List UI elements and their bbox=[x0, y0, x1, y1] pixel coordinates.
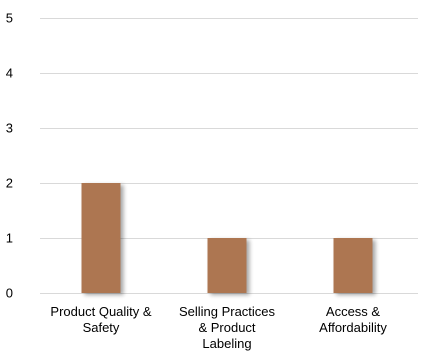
y-axis-ticks: 0 1 2 3 4 5 bbox=[6, 11, 13, 301]
x-axis-labels: Product Quality & Safety Selling Practices… bbox=[50, 304, 387, 351]
x-category-label-line: Product Quality & bbox=[50, 304, 151, 319]
x-category-label: Selling Practices & Product Labeling bbox=[179, 304, 276, 351]
x-category-label-line: Access & bbox=[326, 304, 381, 319]
bar bbox=[333, 238, 373, 293]
bar bbox=[81, 183, 121, 293]
y-tick-label: 1 bbox=[6, 231, 13, 246]
bars bbox=[81, 183, 373, 293]
y-tick-label: 0 bbox=[6, 286, 13, 301]
y-tick-label: 4 bbox=[6, 66, 13, 81]
x-category-label-line: Affordability bbox=[319, 320, 387, 335]
x-category-label-line: Safety bbox=[83, 320, 120, 335]
x-category-label: Product Quality & Safety bbox=[50, 304, 151, 335]
y-tick-label: 2 bbox=[6, 176, 13, 191]
bar bbox=[207, 238, 247, 293]
x-category-label-line: & Product bbox=[198, 320, 255, 335]
x-category-label-line: Selling Practices bbox=[179, 304, 276, 319]
x-category-label-line: Labeling bbox=[202, 336, 251, 351]
x-category-label: Access & Affordability bbox=[319, 304, 387, 335]
y-tick-label: 3 bbox=[6, 121, 13, 136]
y-tick-label: 5 bbox=[6, 11, 13, 26]
